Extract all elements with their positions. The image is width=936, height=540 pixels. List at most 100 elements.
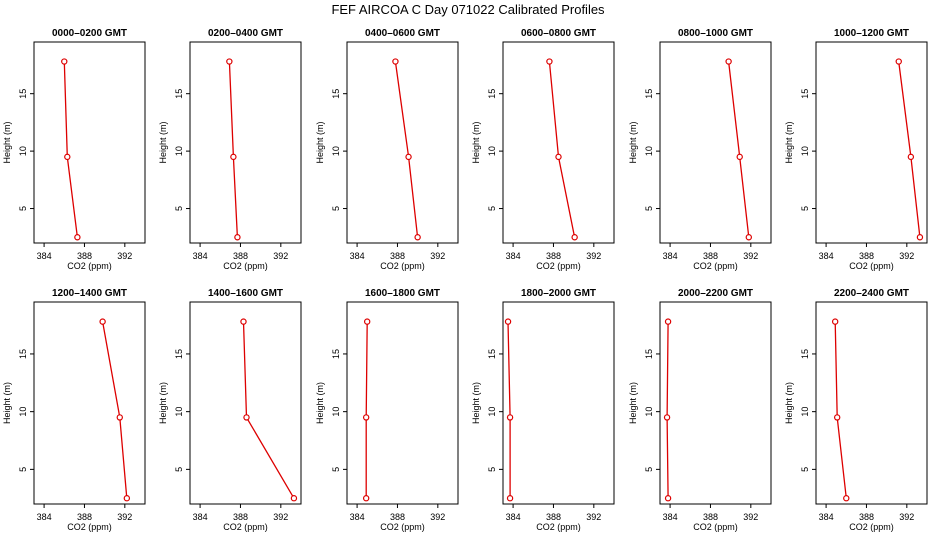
panel-1-y-tick-label: 15 (18, 89, 28, 99)
panel-7-data-point (123, 495, 131, 502)
panel-7-y-axis-label: Height (m) (2, 382, 12, 424)
panel-5-y-axis-label: Height (m) (628, 121, 638, 163)
panel-8-plot-box (189, 301, 302, 505)
panel-9-profile-line (365, 321, 368, 499)
panel-8-x-tick-label: 384 (193, 512, 208, 522)
panel-12-data-point (833, 414, 841, 421)
panel-3-data-point (414, 234, 421, 241)
panel-3-title: 0400–0600 GMT (365, 28, 440, 39)
panel-7-plot-box (33, 301, 146, 505)
panel-7-title: 1200–1400 GMT (52, 288, 127, 299)
panel-1-title: 0000–0200 GMT (52, 28, 127, 39)
panel-3-x-tick-label: 384 (350, 251, 365, 261)
panel-1-data-point (74, 234, 81, 241)
panel-6-profile-line (898, 61, 921, 238)
panel-2-x-tick-label: 388 (233, 251, 248, 261)
panel-6-y-axis-label: Height (m) (784, 121, 794, 163)
panel-7-data-point (99, 318, 106, 325)
panel-10-data-point (504, 318, 512, 325)
panel-4-data-point (555, 153, 562, 161)
panel-3-y-tick-label: 15 (331, 89, 341, 99)
panel-10-y-axis-label: Height (m) (471, 382, 481, 424)
panel-4-profile-line (548, 61, 576, 238)
panel-2-plot-box (189, 41, 302, 244)
panel-10-x-tick-label: 388 (546, 512, 561, 522)
panel-5-profile-line (727, 61, 750, 238)
panel-7-x-tick-label: 388 (77, 512, 92, 522)
panel-10-title: 1800–2000 GMT (521, 288, 596, 299)
panel-5-data-point (725, 58, 732, 65)
panel-2-y-tick-label: 5 (174, 206, 184, 211)
panel-8-data-point (290, 495, 298, 502)
panel-9-y-tick-label: 10 (331, 407, 341, 417)
panel-3-x-tick-label: 392 (430, 251, 445, 261)
panel-6-y-tick-label: 15 (800, 89, 810, 99)
panel-3-y-tick-label: 5 (331, 206, 341, 211)
panel-7-profile-line (101, 321, 128, 499)
panel-4-x-axis-label: CO2 (ppm) (536, 261, 581, 271)
panel-10-x-tick-label: 384 (506, 512, 521, 522)
panel-7-y-tick-label: 5 (18, 467, 28, 472)
panel-2-x-tick-label: 384 (193, 251, 208, 261)
panel-2-data-point (230, 153, 237, 161)
panel-7-y-tick-label: 10 (18, 407, 28, 417)
panel-11-data-point (664, 495, 672, 502)
panel-8-profile-line (242, 321, 295, 499)
panel-9-data-point (363, 318, 371, 325)
panel-10-data-point (506, 495, 514, 502)
panel-8-x-tick-label: 392 (273, 512, 288, 522)
panel-10-plot-box (502, 301, 615, 505)
panel-2-data-point (234, 234, 241, 241)
panel-8-data-point (240, 318, 247, 325)
panel-11-data-point (663, 414, 671, 421)
panel-4-title: 0600–0800 GMT (521, 28, 596, 39)
panel-2-y-tick-label: 15 (174, 89, 184, 99)
figure-title: FEF AIRCOA C Day 071022 Calibrated Profi… (331, 2, 605, 17)
panel-4-data-point (546, 58, 553, 65)
panel-3-y-axis-label: Height (m) (315, 121, 325, 163)
panel-4-y-tick-label: 15 (487, 89, 497, 99)
panel-1-x-tick-label: 392 (117, 251, 132, 261)
panel-12-y-axis-label: Height (m) (784, 382, 794, 424)
panel-10-x-tick-label: 392 (586, 512, 601, 522)
panel-1-data-point (64, 153, 71, 161)
panel-9-data-point (362, 414, 370, 421)
panel-11-profile-line (666, 321, 669, 499)
panel-7-x-axis-label: CO2 (ppm) (67, 522, 112, 532)
panel-6-plot-box (815, 41, 928, 244)
panel-3-x-tick-label: 388 (390, 251, 405, 261)
panel-9-y-axis-label: Height (m) (315, 382, 325, 424)
panel-12-x-axis-label: CO2 (ppm) (849, 522, 894, 532)
panel-9-x-tick-label: 392 (430, 512, 445, 522)
panel-11-x-tick-label: 384 (663, 512, 678, 522)
panel-10-y-tick-label: 10 (487, 407, 497, 417)
panel-4-x-tick-label: 384 (506, 251, 521, 261)
panel-10-y-tick-label: 5 (487, 467, 497, 472)
panel-5-x-tick-label: 392 (743, 251, 758, 261)
panel-8-x-tick-label: 388 (233, 512, 248, 522)
panel-4-x-tick-label: 392 (586, 251, 601, 261)
panel-9-x-tick-label: 388 (390, 512, 405, 522)
panel-1-data-point (61, 58, 68, 65)
panel-3-x-axis-label: CO2 (ppm) (380, 261, 425, 271)
panel-5-x-tick-label: 388 (703, 251, 718, 261)
panel-10-profile-line (507, 321, 511, 499)
panel-8-title: 1400–1600 GMT (208, 288, 283, 299)
panel-9-title: 1600–1800 GMT (365, 288, 440, 299)
panel-8-y-tick-label: 15 (174, 349, 184, 359)
panel-12-title: 2200–2400 GMT (834, 288, 909, 299)
panel-11-x-axis-label: CO2 (ppm) (693, 522, 738, 532)
panel-3-y-tick-label: 10 (331, 146, 341, 156)
panel-5-x-tick-label: 384 (663, 251, 678, 261)
panel-1-x-tick-label: 384 (37, 251, 52, 261)
panel-2-y-axis-label: Height (m) (158, 121, 168, 163)
panel-10-y-tick-label: 15 (487, 349, 497, 359)
panel-10-data-point (506, 414, 514, 421)
panel-1-y-tick-label: 5 (18, 206, 28, 211)
panel-5-x-axis-label: CO2 (ppm) (693, 261, 738, 271)
panel-4-y-tick-label: 10 (487, 146, 497, 156)
panel-8-y-tick-label: 10 (174, 407, 184, 417)
panel-5-y-tick-label: 10 (644, 146, 654, 156)
panel-12-y-tick-label: 5 (800, 467, 810, 472)
